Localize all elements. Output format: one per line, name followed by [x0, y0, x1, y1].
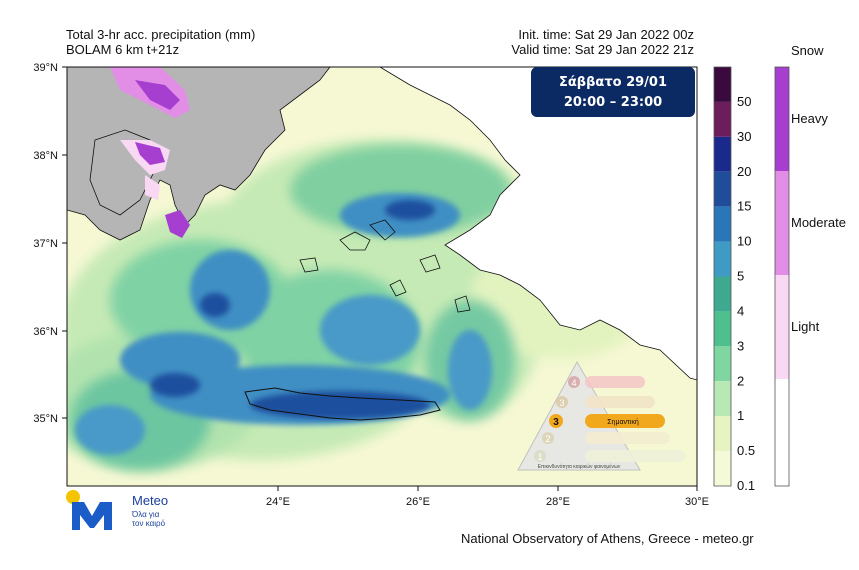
hazard-scale-caption: Επικινδυνότητα καιρικών φαινομένων: [538, 463, 621, 470]
logo-slogan-line: Όλα για: [132, 510, 160, 519]
snow-swatch: [775, 275, 789, 379]
snow-swatch: [775, 171, 789, 275]
snow-label: Heavy: [791, 111, 828, 126]
precipitation-colorbar: 50 30 20 15 10 5 4 3 2 1 0.5 0.1: [713, 66, 755, 493]
hazard-level-label: Σημαντική: [607, 419, 639, 426]
model-subtitle: BOLAM 6 km t+21z: [66, 42, 180, 57]
colorbar-label: 15: [737, 199, 751, 214]
colorbar-label: 10: [737, 234, 751, 249]
colorbar-swatch: [714, 381, 731, 417]
logo-slogan: Όλα για τον καιρό: [132, 510, 165, 528]
land-turkey: [379, 67, 697, 381]
colorbar-swatch: [714, 171, 731, 207]
snow-swatch: [775, 67, 789, 171]
credit-text: National Observatory of Athens, Greece -…: [461, 531, 754, 546]
meteo-logo: [66, 490, 112, 530]
colorbar-label: 2: [737, 373, 744, 388]
snow-areas: [110, 67, 190, 238]
map-title: Total 3-hr acc. precipitation (mm): [66, 27, 256, 42]
snow-label: Light: [791, 319, 820, 334]
longitude-axis: 24°E 26°E 28°E 30°E: [266, 486, 709, 508]
hazard-level: 2: [545, 434, 550, 444]
colorbar-label: 4: [737, 303, 744, 318]
lon-label: 24°E: [266, 496, 290, 508]
colorbar-label: 0.5: [737, 443, 755, 458]
snow-colorbar-title: Snow: [791, 43, 824, 58]
latitude-axis: 39°N 38°N 37°N 36°N 35°N: [33, 62, 67, 425]
colorbar-swatch: [714, 346, 731, 382]
colorbar-swatch: [714, 241, 731, 277]
colorbar-swatch: [714, 206, 731, 242]
lon-label: 30°E: [685, 496, 709, 508]
colorbar-label: 0.1: [737, 478, 755, 493]
colorbar-label: 20: [737, 164, 751, 179]
colorbar-label: 30: [737, 129, 751, 144]
forecast-period-badge: Σάββατο 29/01 20:00 – 23:00: [531, 67, 695, 117]
snow-colorbar: Heavy Moderate Light: [774, 66, 846, 487]
lon-label: 26°E: [406, 496, 430, 508]
colorbar-swatch: [714, 416, 731, 452]
hazard-level: 3: [559, 398, 564, 408]
logo-name: Meteo: [132, 493, 169, 508]
hazard-level: 4: [571, 378, 576, 388]
colorbar-label: 3: [737, 338, 744, 353]
precipitation-field: [67, 67, 697, 486]
colorbar-swatch: [714, 101, 731, 137]
hazard-level-active: 3: [553, 417, 559, 428]
colorbar-swatch: [714, 451, 731, 486]
hazard-scale-graphic: 4 3 3 Σημαντική 2 1 Επικινδυνότητα καιρι…: [517, 360, 685, 471]
colorbar-swatch: [714, 67, 731, 102]
colorbar-label: 1: [737, 408, 744, 423]
badge-time-range: 20:00 – 23:00: [563, 95, 663, 110]
logo-slogan-line: τον καιρό: [132, 519, 166, 528]
colorbar-swatch: [714, 276, 731, 312]
lat-label: 38°N: [33, 150, 58, 162]
crete-outline: [244, 387, 441, 421]
hazard-level: 1: [537, 452, 542, 462]
colorbar-frame: [713, 66, 732, 487]
snow-label: Moderate: [791, 215, 846, 230]
colorbar-label: 50: [737, 94, 751, 109]
valid-time: Valid time: Sat 29 Jan 2022 21z: [511, 42, 694, 57]
lat-label: 35°N: [33, 413, 58, 425]
lat-label: 37°N: [33, 238, 58, 250]
lon-label: 28°E: [546, 496, 570, 508]
badge-date: Σάββατο 29/01: [558, 75, 668, 90]
lat-label: 36°N: [33, 326, 58, 338]
snow-colorbar-frame: [774, 66, 790, 487]
lat-label: 39°N: [33, 62, 58, 74]
colorbar-swatch: [714, 136, 731, 172]
colorbar-swatch: [714, 311, 731, 347]
colorbar-label: 5: [737, 269, 744, 284]
init-time: Init. time: Sat 29 Jan 2022 00z: [518, 27, 694, 42]
